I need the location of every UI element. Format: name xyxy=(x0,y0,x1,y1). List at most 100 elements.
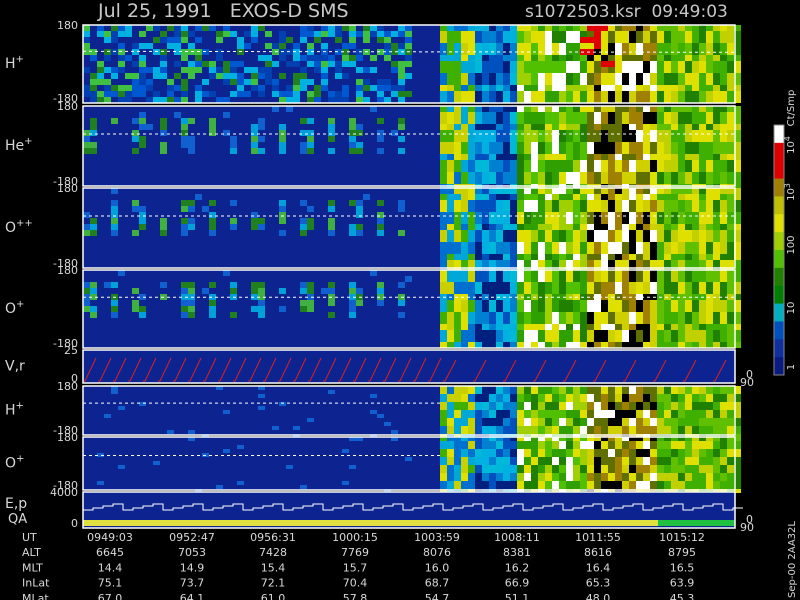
cell xyxy=(307,91,314,97)
cell xyxy=(594,166,601,172)
cell xyxy=(720,481,727,485)
label-base: H xyxy=(5,56,16,72)
cell xyxy=(524,342,531,348)
cell xyxy=(566,485,573,489)
cell xyxy=(307,206,314,212)
cell xyxy=(713,410,720,414)
cell xyxy=(489,430,496,434)
cell xyxy=(566,73,573,79)
cell xyxy=(440,473,447,477)
cell xyxy=(307,300,314,306)
cell xyxy=(692,306,699,312)
cell xyxy=(727,410,734,414)
cell xyxy=(608,426,615,430)
cell xyxy=(482,394,489,398)
cell xyxy=(727,148,734,154)
cell xyxy=(461,282,468,288)
cell xyxy=(615,154,622,160)
cell xyxy=(678,402,685,406)
cell xyxy=(685,422,692,426)
cell xyxy=(629,410,636,414)
cell xyxy=(552,300,559,306)
cell xyxy=(503,61,510,67)
cell xyxy=(482,31,489,37)
row-value: 66.9 xyxy=(505,577,530,590)
cell xyxy=(468,426,475,430)
cell xyxy=(538,148,545,154)
cell xyxy=(734,473,741,477)
cell xyxy=(139,112,146,118)
cell xyxy=(440,430,447,434)
cell xyxy=(650,477,657,481)
cell xyxy=(650,154,657,160)
cell xyxy=(482,318,489,324)
cell xyxy=(440,218,447,224)
cell xyxy=(454,300,461,306)
cell xyxy=(454,418,461,422)
cell xyxy=(580,160,587,166)
cell xyxy=(538,194,545,200)
cell xyxy=(573,398,580,402)
cell xyxy=(643,410,650,414)
cell xyxy=(601,212,608,218)
cell xyxy=(454,469,461,473)
cell xyxy=(713,477,720,481)
cell xyxy=(615,37,622,43)
cell xyxy=(727,212,734,218)
cell xyxy=(699,25,706,31)
cell xyxy=(139,294,146,300)
cell xyxy=(734,318,741,324)
cell xyxy=(629,142,636,148)
cell xyxy=(699,248,706,254)
cell xyxy=(496,465,503,469)
cell xyxy=(531,260,538,266)
row-value: 16.0 xyxy=(425,561,450,574)
cell xyxy=(566,194,573,200)
cell xyxy=(587,230,594,236)
cell xyxy=(461,394,468,398)
row-value: 8076 xyxy=(423,546,451,559)
cell xyxy=(531,434,538,438)
cell xyxy=(720,130,727,136)
panel-frame xyxy=(82,385,736,436)
cell xyxy=(202,434,209,438)
cell xyxy=(272,106,279,112)
cell xyxy=(720,172,727,178)
cell xyxy=(601,85,608,91)
cell xyxy=(559,300,566,306)
cell xyxy=(370,410,377,414)
cell xyxy=(657,306,664,312)
cell xyxy=(573,324,580,330)
cell xyxy=(454,260,461,266)
cell xyxy=(713,336,720,342)
cell xyxy=(678,200,685,206)
cell xyxy=(489,426,496,430)
cell xyxy=(713,266,720,272)
cell xyxy=(720,55,727,61)
cell xyxy=(713,449,720,453)
cell xyxy=(447,67,454,73)
cell xyxy=(587,473,594,477)
cell xyxy=(510,106,517,112)
cell xyxy=(685,266,692,272)
cell xyxy=(377,25,384,31)
cell xyxy=(580,242,587,248)
cell xyxy=(580,418,587,422)
cell xyxy=(258,148,265,154)
cell xyxy=(678,37,685,43)
cell xyxy=(629,457,636,461)
qa-bar xyxy=(658,520,735,526)
cell xyxy=(636,406,643,410)
cell xyxy=(601,390,608,394)
cell xyxy=(356,206,363,212)
cell xyxy=(503,37,510,43)
cell xyxy=(622,386,629,390)
cell xyxy=(496,394,503,398)
cell xyxy=(566,282,573,288)
cell xyxy=(727,445,734,449)
cell xyxy=(293,55,300,61)
cell xyxy=(384,489,391,493)
cell xyxy=(713,276,720,282)
cell xyxy=(594,224,601,230)
cell xyxy=(398,118,405,124)
